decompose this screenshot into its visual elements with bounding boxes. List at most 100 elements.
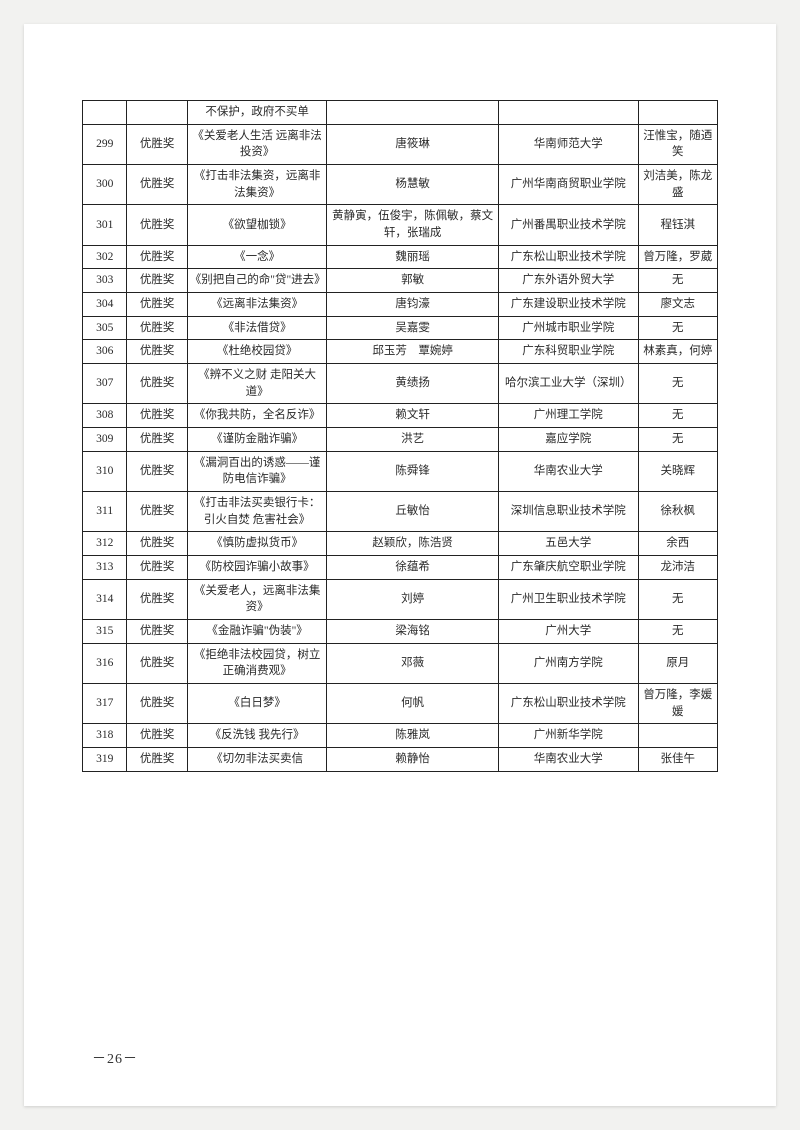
table-cell: 何帆 (327, 684, 498, 724)
table-cell: 优胜奖 (127, 451, 187, 491)
table-cell: 唐钧濠 (327, 293, 498, 317)
table-cell: 广东松山职业技术学院 (498, 684, 638, 724)
table-cell: 广州理工学院 (498, 404, 638, 428)
table-cell: 徐秋枫 (638, 492, 717, 532)
award-table: 不保护，政府不买单299优胜奖《关爱老人生活 远离非法投资》唐筱琳华南师范大学汪… (82, 100, 718, 772)
table-cell: 无 (638, 620, 717, 644)
table-row: 311优胜奖《打击非法买卖银行卡：引火自焚 危害社会》丘敏怡深圳信息职业技术学院… (83, 492, 718, 532)
table-cell: 优胜奖 (127, 492, 187, 532)
table-row: 304优胜奖《远离非法集资》唐钧濠广东建设职业技术学院廖文志 (83, 293, 718, 317)
table-cell: 林素真，何婷 (638, 340, 717, 364)
table-cell: 优胜奖 (127, 620, 187, 644)
table-row: 319优胜奖《切勿非法买卖信赖静怡华南农业大学张佳午 (83, 748, 718, 772)
table-cell: 305 (83, 316, 127, 340)
table-row: 302优胜奖《一念》魏丽瑶广东松山职业技术学院曾万隆，罗葳 (83, 245, 718, 269)
table-cell: 广州大学 (498, 620, 638, 644)
table-cell: 《打击非法集资，远离非法集资》 (187, 165, 327, 205)
page-number: －26－ (92, 1048, 138, 1068)
table-cell: 曾万隆，罗葳 (638, 245, 717, 269)
table-cell: 307 (83, 364, 127, 404)
table-row: 315优胜奖《金融诈骗"伪装"》梁海铭广州大学无 (83, 620, 718, 644)
table-cell: 无 (638, 316, 717, 340)
table-cell: 广东肇庆航空职业学院 (498, 556, 638, 580)
table-cell: 317 (83, 684, 127, 724)
table-cell: 无 (638, 579, 717, 619)
table-cell: 《慎防虚拟货币》 (187, 532, 327, 556)
table-row: 307优胜奖《辨不义之财 走阳关大道》黄绩扬哈尔滨工业大学（深圳）无 (83, 364, 718, 404)
table-cell: 316 (83, 643, 127, 683)
table-cell: 304 (83, 293, 127, 317)
table-cell: 广州城市职业学院 (498, 316, 638, 340)
table-row: 318优胜奖《反洗钱 我先行》陈雅岚广州新华学院 (83, 724, 718, 748)
table-cell: 优胜奖 (127, 124, 187, 164)
table-cell: 优胜奖 (127, 532, 187, 556)
table-cell: 318 (83, 724, 127, 748)
table-cell: 张佳午 (638, 748, 717, 772)
table-cell: 郭敏 (327, 269, 498, 293)
table-row: 308优胜奖《你我共防，全名反诈》赖文轩广州理工学院无 (83, 404, 718, 428)
table-cell: 华南农业大学 (498, 451, 638, 491)
table-row: 306优胜奖《杜绝校园贷》邱玉芳 覃婉婷广东科贸职业学院林素真，何婷 (83, 340, 718, 364)
table-cell: 广东外语外贸大学 (498, 269, 638, 293)
table-cell: 《白日梦》 (187, 684, 327, 724)
table-cell: 优胜奖 (127, 316, 187, 340)
table-cell: 华南农业大学 (498, 748, 638, 772)
table-cell: 深圳信息职业技术学院 (498, 492, 638, 532)
table-cell (638, 101, 717, 125)
table-cell: 广州华南商贸职业学院 (498, 165, 638, 205)
table-cell: 《金融诈骗"伪装"》 (187, 620, 327, 644)
table-cell: 313 (83, 556, 127, 580)
table-row: 312优胜奖《慎防虚拟货币》赵颖欣，陈浩贤五邑大学余西 (83, 532, 718, 556)
table-cell: 303 (83, 269, 127, 293)
table-cell (127, 101, 187, 125)
table-cell: 310 (83, 451, 127, 491)
table-cell: 优胜奖 (127, 748, 187, 772)
table-cell: 五邑大学 (498, 532, 638, 556)
table-cell (327, 101, 498, 125)
table-cell: 优胜奖 (127, 404, 187, 428)
table-cell: 广州南方学院 (498, 643, 638, 683)
table-cell: 《你我共防，全名反诈》 (187, 404, 327, 428)
table-row: 314优胜奖《关爱老人，远离非法集资》刘婷广州卫生职业技术学院无 (83, 579, 718, 619)
table-cell: 优胜奖 (127, 364, 187, 404)
table-cell: 邓薇 (327, 643, 498, 683)
table-row: 301优胜奖《欲望枷锁》黄静寅，伍俊宇，陈佩敏，蔡文轩，张瑞成广州番禺职业技术学… (83, 205, 718, 245)
table-cell: 《切勿非法买卖信 (187, 748, 327, 772)
table-cell: 优胜奖 (127, 643, 187, 683)
table-cell: 黄绩扬 (327, 364, 498, 404)
table-cell: 302 (83, 245, 127, 269)
table-cell: 丘敏怡 (327, 492, 498, 532)
table-cell: 《一念》 (187, 245, 327, 269)
table-cell: 优胜奖 (127, 428, 187, 452)
table-cell: 赖静怡 (327, 748, 498, 772)
table-cell: 无 (638, 404, 717, 428)
table-cell: 徐蕴希 (327, 556, 498, 580)
table-cell: 299 (83, 124, 127, 164)
table-cell: 《关爱老人，远离非法集资》 (187, 579, 327, 619)
table-cell: 《辨不义之财 走阳关大道》 (187, 364, 327, 404)
table-cell: 陈舜锋 (327, 451, 498, 491)
table-cell: 《防校园诈骗小故事》 (187, 556, 327, 580)
table-cell: 《别把自己的命"贷"进去》 (187, 269, 327, 293)
document-page: 不保护，政府不买单299优胜奖《关爱老人生活 远离非法投资》唐筱琳华南师范大学汪… (24, 24, 776, 1106)
table-cell: 广东科贸职业学院 (498, 340, 638, 364)
table-cell: 《拒绝非法校园贷，树立正确消费观》 (187, 643, 327, 683)
table-cell: 邱玉芳 覃婉婷 (327, 340, 498, 364)
table-cell (638, 724, 717, 748)
table-cell: 优胜奖 (127, 556, 187, 580)
table-cell: 无 (638, 269, 717, 293)
table-cell (498, 101, 638, 125)
table-cell: 曾万隆，李媛媛 (638, 684, 717, 724)
table-cell: 程钰淇 (638, 205, 717, 245)
table-cell: 龙沛洁 (638, 556, 717, 580)
table-cell: 优胜奖 (127, 269, 187, 293)
table-cell: 优胜奖 (127, 724, 187, 748)
table-cell: 315 (83, 620, 127, 644)
table-cell: 刘婷 (327, 579, 498, 619)
table-cell: 《打击非法买卖银行卡：引火自焚 危害社会》 (187, 492, 327, 532)
table-cell: 301 (83, 205, 127, 245)
table-cell: 赵颖欣，陈浩贤 (327, 532, 498, 556)
table-cell: 无 (638, 364, 717, 404)
table-cell (83, 101, 127, 125)
table-cell: 华南师范大学 (498, 124, 638, 164)
